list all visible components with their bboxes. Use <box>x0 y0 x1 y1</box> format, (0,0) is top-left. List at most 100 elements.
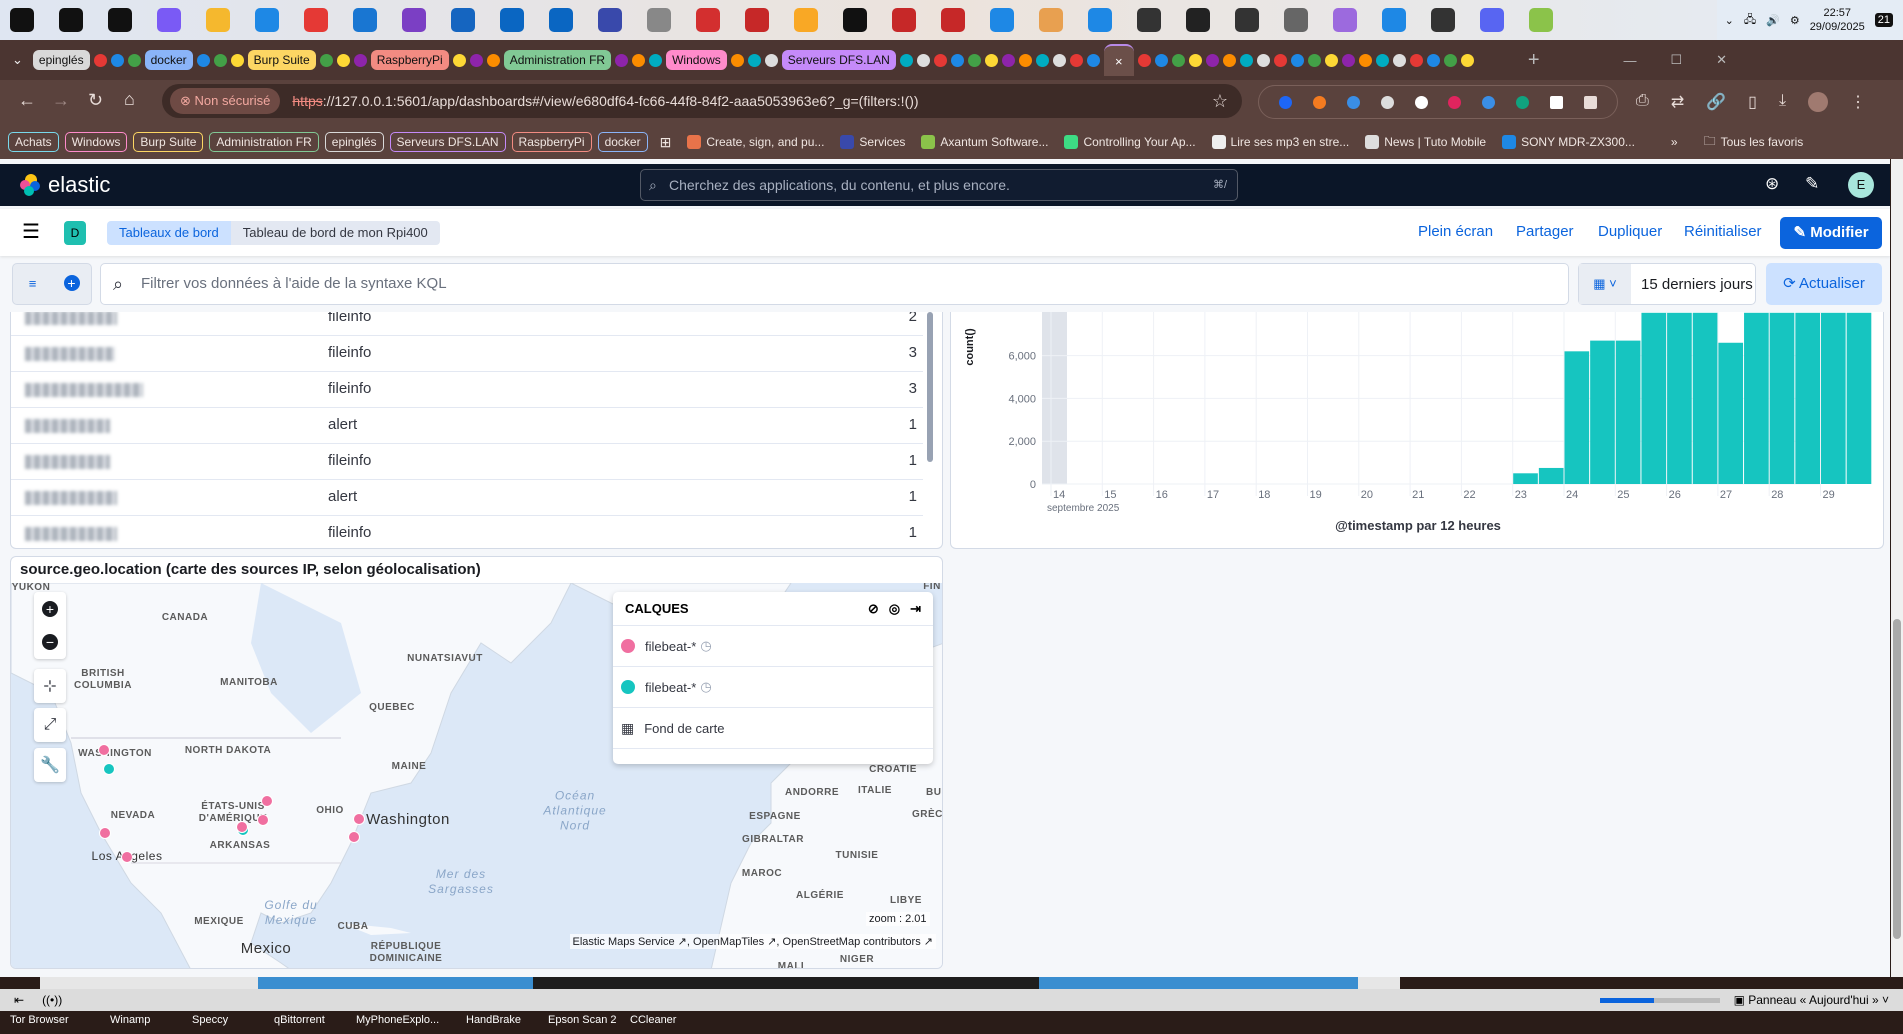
tab-group[interactable]: Windows <box>666 50 727 70</box>
copilot-icon[interactable] <box>1333 8 1357 32</box>
tab-favicon[interactable] <box>1392 53 1406 67</box>
geo-point[interactable] <box>261 795 273 807</box>
store-icon[interactable] <box>451 8 475 32</box>
collapse-icon[interactable]: ⇤ <box>14 993 25 1007</box>
today-panel-button[interactable]: ▣ Panneau « Aujourd'hui » ˅ <box>1733 993 1889 1007</box>
bookmark-group[interactable]: Administration FR <box>209 132 319 152</box>
reset-link[interactable]: Réinitialiser <box>1684 223 1762 240</box>
edge-icon[interactable] <box>255 8 279 32</box>
desktop-icon-label[interactable]: Epson Scan 2 <box>548 1014 617 1026</box>
close-window-icon[interactable]: ✕ <box>1716 52 1728 67</box>
app-icon[interactable] <box>157 8 181 32</box>
tab-favicon[interactable] <box>1324 53 1338 67</box>
desktop-icon-label[interactable]: Speccy <box>192 1014 229 1026</box>
discord-icon[interactable] <box>1480 8 1504 32</box>
histogram-bar[interactable] <box>1846 312 1872 484</box>
geo-point[interactable] <box>103 763 115 775</box>
app-icon[interactable] <box>794 8 818 32</box>
tab-favicon[interactable] <box>1171 53 1185 67</box>
tab-favicon[interactable] <box>984 53 998 67</box>
tab-favicon[interactable] <box>649 53 663 67</box>
tab-favicon[interactable] <box>336 53 350 67</box>
desktop-icon-label[interactable]: HandBrake <box>466 1014 522 1026</box>
tab-group[interactable]: Serveurs DFS.LAN <box>781 50 896 70</box>
tab-favicon[interactable] <box>1273 53 1287 67</box>
extension-icon[interactable] <box>1448 95 1462 109</box>
tab-favicon[interactable] <box>1341 53 1355 67</box>
bookmark-group[interactable]: Serveurs DFS.LAN <box>389 132 506 152</box>
profile-avatar[interactable] <box>1808 92 1829 112</box>
forward-icon[interactable]: → <box>52 90 70 110</box>
tab-favicon[interactable] <box>110 53 124 67</box>
tab-group[interactable]: Administration FR <box>503 50 612 70</box>
address-bar[interactable]: ⊗ Non sécurisé https://127.0.0.1:5601/ap… <box>162 84 1242 118</box>
tab-favicon[interactable] <box>1069 53 1083 67</box>
file-explorer-icon[interactable] <box>206 8 230 32</box>
tab-favicon[interactable] <box>933 53 947 67</box>
geo-point[interactable] <box>257 814 269 826</box>
bookmark-group[interactable]: Windows <box>64 132 128 152</box>
histogram-bar[interactable] <box>1795 312 1820 484</box>
translate-icon[interactable]: ⇄ <box>1670 94 1685 111</box>
desktop-icon-label[interactable]: qBittorrent <box>274 1014 325 1026</box>
table-row[interactable]: fileinfo 2 <box>11 312 923 336</box>
tab-favicon[interactable] <box>93 53 107 67</box>
tab-favicon[interactable] <box>1137 53 1151 67</box>
new-tab-button[interactable]: + <box>1527 48 1540 71</box>
url-text[interactable]: https://127.0.0.1:5601/app/dashboards#/v… <box>292 93 919 109</box>
onenote-icon[interactable] <box>402 8 426 32</box>
share-link[interactable]: Partager <box>1516 223 1574 240</box>
user-avatar[interactable]: E <box>1848 172 1874 198</box>
app-icon[interactable] <box>1039 8 1063 32</box>
desktop-icon-label[interactable]: CCleaner <box>630 1014 677 1026</box>
tab-favicon[interactable] <box>127 53 141 67</box>
zoom-out-icon[interactable]: − <box>42 634 58 651</box>
tab-favicon[interactable] <box>747 53 761 67</box>
tools-button[interactable]: 🔧 <box>34 748 66 782</box>
tab-favicon[interactable] <box>1222 53 1236 67</box>
search-icon[interactable] <box>59 8 83 32</box>
histogram-bar[interactable] <box>1513 473 1538 484</box>
histogram-bar[interactable] <box>1667 312 1692 484</box>
tab-group[interactable]: RaspberryPi <box>370 50 449 70</box>
clock[interactable]: 22:57 29/09/2025 <box>1809 7 1865 33</box>
tab-favicon[interactable] <box>486 53 500 67</box>
bookmark-group[interactable]: RaspberryPi <box>511 132 592 152</box>
show-all-icon[interactable]: ◎ <box>888 600 901 616</box>
maximize-icon[interactable]: ☐ <box>1670 52 1683 67</box>
date-picker[interactable]: ▦ ˅ 15 derniers jours <box>1578 263 1756 305</box>
extension-icon[interactable] <box>1380 95 1394 109</box>
tab-favicon[interactable] <box>967 53 981 67</box>
tab-favicon[interactable] <box>469 53 483 67</box>
refresh-button[interactable]: ⟳ Actualiser <box>1766 263 1882 305</box>
sidepanel-icon[interactable]: ▯ <box>1748 94 1757 111</box>
tab-favicon[interactable] <box>764 53 778 67</box>
tab-favicon[interactable] <box>1307 53 1321 67</box>
tab-favicon[interactable] <box>1256 53 1270 67</box>
tab-favicon[interactable] <box>1290 53 1304 67</box>
histogram-bar[interactable] <box>1718 342 1744 484</box>
all-bookmarks-folder[interactable]: 🗀 Tous les favoris <box>1704 132 1804 153</box>
tab-favicon[interactable] <box>1052 53 1066 67</box>
geo-point[interactable] <box>353 813 365 825</box>
table-scrollbar[interactable] <box>927 312 933 462</box>
tab-favicon[interactable] <box>452 53 466 67</box>
app-icon[interactable] <box>353 8 377 32</box>
geo-point[interactable] <box>236 821 248 833</box>
help-icon[interactable]: ⊛ <box>1765 174 1780 193</box>
bookmark-link[interactable]: News | Tuto Mobile <box>1365 135 1486 149</box>
extension-icon[interactable] <box>1482 95 1496 109</box>
tab-search-icon[interactable]: ⌄ <box>12 52 23 67</box>
tab-favicon[interactable] <box>1188 53 1202 67</box>
histogram-bar[interactable] <box>1744 312 1769 484</box>
table-row[interactable]: alert 1 <box>11 480 923 516</box>
tab-favicon[interactable] <box>1086 53 1100 67</box>
histogram-bar[interactable] <box>1821 312 1846 484</box>
breadcrumb-dashboards[interactable]: Tableaux de bord <box>107 221 231 245</box>
app-icon[interactable] <box>1235 8 1259 32</box>
download-icon[interactable]: ⤓ <box>1778 92 1787 109</box>
elastic-logo[interactable]: elastic <box>18 172 110 198</box>
filter-menu-icon[interactable]: ≡ <box>28 276 37 291</box>
histogram-bar[interactable] <box>1641 312 1667 484</box>
start-icon[interactable] <box>10 8 34 32</box>
